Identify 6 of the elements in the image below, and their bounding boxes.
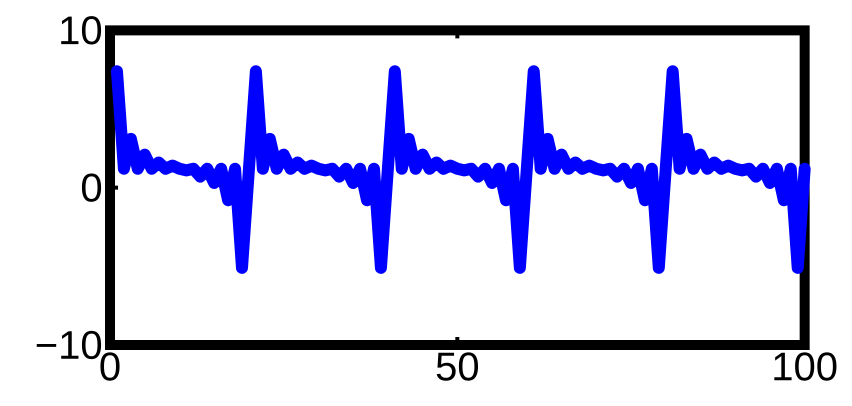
y-tick-label: 0: [82, 173, 102, 202]
x-tick-label: 50: [436, 352, 478, 381]
y-tick-label: −10: [36, 330, 102, 360]
x-tick-label: 100: [774, 352, 836, 381]
y-tick-label: 10: [61, 16, 102, 44]
x-tick-label: 0: [100, 352, 120, 381]
